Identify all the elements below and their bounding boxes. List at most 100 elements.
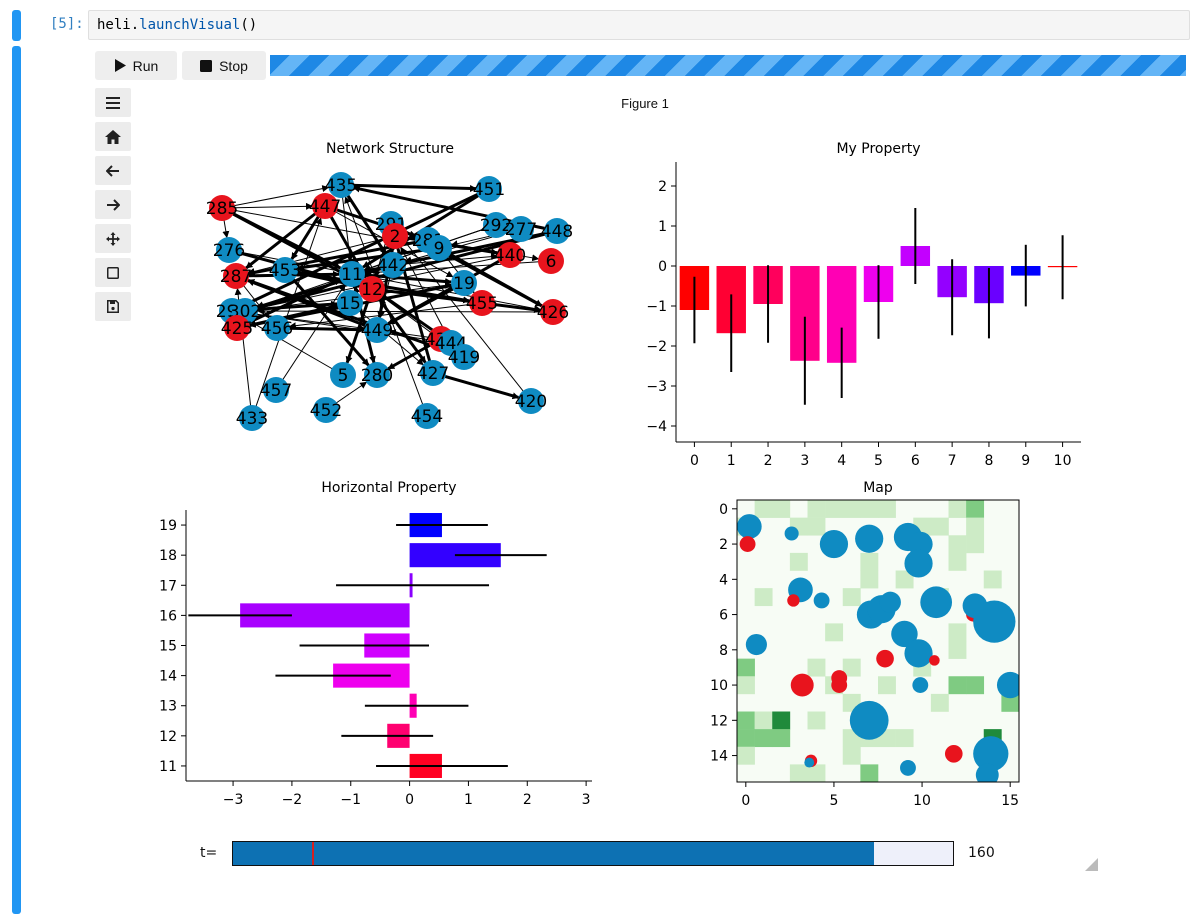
map-agent: [804, 757, 815, 768]
map-cell: [860, 500, 879, 518]
network-node: [239, 405, 265, 431]
hbar-x-tick-label: 0: [405, 792, 414, 808]
hbar-x-tick-label: 3: [582, 792, 591, 808]
map-agent: [855, 524, 884, 553]
bar-y-tick-label: 0: [658, 259, 667, 275]
figure-title: Figure 1: [621, 96, 669, 111]
network-node-label: 276: [213, 241, 245, 261]
hbar-x-tick-label: −3: [223, 792, 244, 808]
network-node-label: 6: [546, 252, 557, 272]
network-node-label: 9: [434, 239, 445, 259]
map-cell: [930, 517, 949, 536]
map-cell: [754, 588, 773, 607]
resize-handle[interactable]: [1085, 858, 1098, 871]
forward-arrow-icon: [107, 198, 120, 211]
map-cell: [948, 535, 967, 554]
hbar-y-tick-label: 17: [159, 578, 177, 594]
hbar-chart-title: Horizontal Property: [321, 480, 456, 496]
map-cell: [948, 552, 967, 571]
bar-y-tick-label: −2: [646, 339, 667, 355]
network-node-label: 448: [541, 222, 573, 242]
network-node: [451, 270, 477, 296]
map-cell: [948, 641, 967, 659]
map-agent: [879, 591, 901, 613]
run-button[interactable]: Run: [95, 51, 177, 80]
map-cell: [878, 500, 896, 518]
network-node: [540, 299, 566, 325]
network-node-label: 277: [505, 220, 537, 240]
map-cell: [948, 623, 967, 642]
network-node: [508, 216, 534, 242]
network-node: [426, 235, 452, 261]
map-y-tick-label: 2: [719, 537, 728, 553]
network-node: [414, 403, 440, 429]
network-node-label: 455: [466, 294, 498, 314]
map-cell: [807, 500, 826, 518]
network-node-label: 457: [260, 381, 292, 401]
map-agent: [912, 677, 929, 693]
forward-button[interactable]: [95, 190, 131, 219]
map-agent: [900, 759, 916, 776]
network-edge: [351, 272, 453, 285]
save-button[interactable]: [95, 292, 131, 321]
network-node-label: 425: [221, 319, 253, 339]
progress-bar: [270, 55, 1186, 76]
time-slider[interactable]: [232, 841, 954, 866]
map-cell: [948, 500, 967, 518]
network-node: [420, 360, 446, 386]
hbar-y-tick-label: 19: [159, 518, 177, 534]
map-cell: [860, 552, 879, 571]
map-cell: [1001, 693, 1020, 712]
network-node-label: 15: [339, 294, 361, 314]
map-cell: [842, 588, 861, 607]
network-node: [272, 257, 298, 283]
home-button[interactable]: [95, 122, 131, 151]
cell-selection-bar: [12, 10, 21, 41]
map-cell: [789, 552, 808, 571]
map-title: Map: [863, 480, 893, 496]
hbar-x-tick-label: −1: [340, 792, 361, 808]
time-slider-marker[interactable]: [312, 842, 315, 865]
network-node: [223, 263, 249, 289]
figure-toolbar: [95, 88, 131, 326]
network-node-label: 5: [338, 366, 349, 386]
network-node: [337, 290, 363, 316]
bar-y-tick-label: −1: [646, 299, 667, 315]
network-node-label: 447: [309, 197, 341, 217]
network-node-label: 292: [480, 216, 512, 236]
network-chart: Network Structure28543544745129122922774…: [206, 141, 573, 431]
zoom-rect-icon: [107, 266, 119, 279]
map-cell: [772, 500, 791, 518]
map-y-tick-label: 12: [710, 713, 728, 729]
network-node: [483, 212, 509, 238]
bar-x-tick-label: 3: [800, 453, 809, 469]
code-function: launchVisual: [139, 17, 241, 33]
network-node: [264, 315, 290, 341]
hbar-y-tick-label: 18: [159, 548, 177, 564]
network-node: [224, 315, 250, 341]
map-cell: [789, 764, 808, 783]
network-edge: [392, 253, 499, 266]
map-cell: [930, 693, 949, 712]
menu-button[interactable]: [95, 88, 131, 117]
network-node: [312, 193, 338, 219]
map-cell: [737, 729, 755, 748]
network-node-label: 19: [453, 274, 475, 294]
network-edge: [251, 217, 323, 419]
pan-button[interactable]: [95, 224, 131, 253]
hbar-y-tick-label: 13: [159, 699, 177, 715]
bar-chart-title: My Property: [836, 141, 920, 157]
map-cell: [772, 711, 791, 730]
stop-button[interactable]: Stop: [182, 51, 266, 80]
network-node-label: 285: [206, 199, 238, 219]
network-node-label: 452: [310, 401, 342, 421]
zoom-rect-button[interactable]: [95, 258, 131, 287]
map-agents: [737, 514, 1019, 782]
network-edge: [256, 224, 497, 309]
network-edge: [256, 307, 554, 315]
map-agent: [790, 673, 814, 697]
code-editor[interactable]: heli.launchVisual(): [88, 10, 1190, 40]
back-button[interactable]: [95, 156, 131, 185]
bar-y-tick-label: 2: [658, 179, 667, 195]
map-agent: [920, 586, 953, 619]
